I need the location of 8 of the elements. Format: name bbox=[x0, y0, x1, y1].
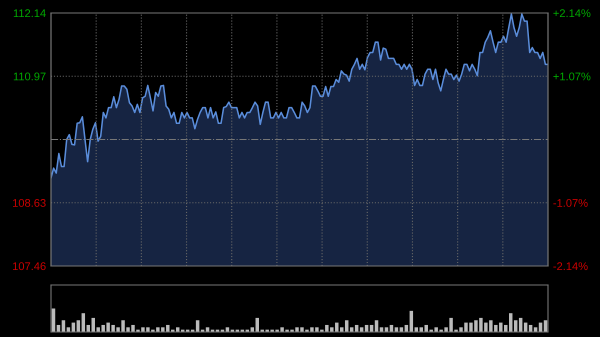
y-tick-label: 107.46 bbox=[13, 262, 46, 270]
y2-tick-label: -2.14% bbox=[553, 262, 588, 270]
y2-tick-label: +2.14% bbox=[553, 9, 590, 18]
y2-tick-label: +1.07% bbox=[553, 72, 590, 80]
y-tick-label: 108.63 bbox=[13, 199, 46, 207]
y-tick-label: 112.14 bbox=[14, 9, 46, 18]
y2-tick-label: -1.07% bbox=[553, 199, 588, 207]
y-tick-label: 110.97 bbox=[14, 72, 46, 80]
